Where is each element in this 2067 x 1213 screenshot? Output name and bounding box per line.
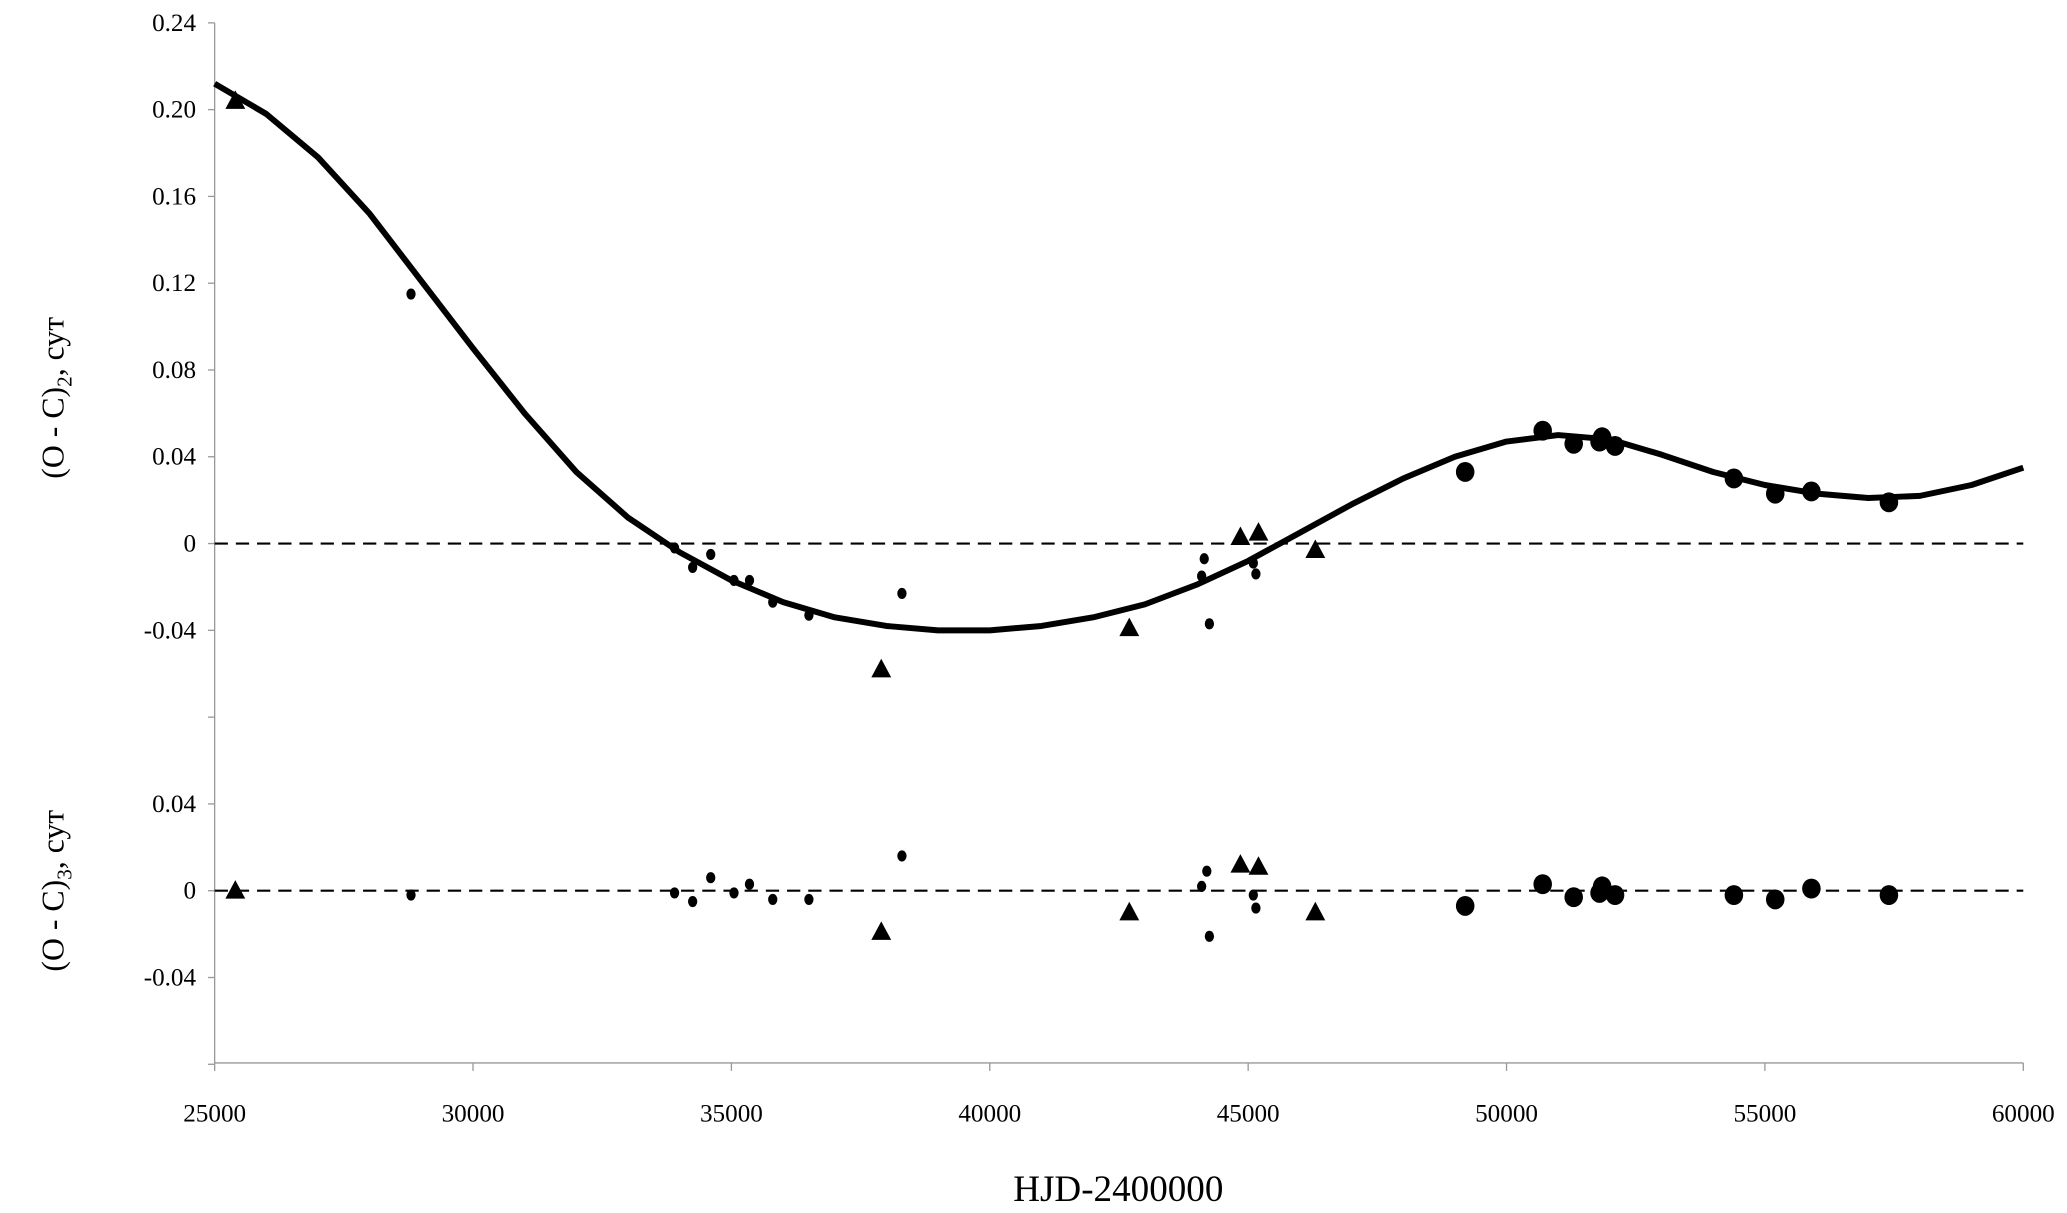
large-dot-point: [1724, 885, 1744, 905]
bottom-y-tick-label: -0.04: [144, 964, 197, 991]
small-dot-point: [729, 887, 739, 899]
small-dot-point: [804, 893, 814, 905]
triangle-point: [225, 90, 246, 109]
x-axis-label: HJD-2400000: [1013, 1169, 1223, 1210]
top-y-tick-label: 0.08: [152, 357, 196, 384]
large-dot-point: [1564, 887, 1583, 908]
bottom-y-tick-label: 0.04: [152, 791, 196, 818]
top-y-tick-label: -0.04: [144, 617, 197, 644]
fit-curve: [213, 81, 2025, 634]
large-dot-point: [1605, 885, 1625, 905]
small-dot-point: [768, 893, 778, 905]
axes: 0.24 0.20 0.16 0.12 0.08 0.04 0 -0.04 0.04 0 -0.04…: [144, 10, 2055, 1127]
small-dot-point: [744, 878, 755, 890]
small-dot-point: [406, 288, 416, 300]
marks: [213, 81, 2025, 942]
top-y-tick-label: 0.24: [152, 10, 196, 37]
top-y-tick-label: 0.16: [152, 183, 196, 210]
large-dot-point: [1802, 878, 1821, 899]
triangle-point: [1119, 901, 1140, 921]
top-y-axis-label: (O - C)2, сут: [36, 317, 77, 479]
triangle-point: [871, 921, 892, 940]
triangle-point: [1305, 901, 1326, 921]
x-tick-label: 40000: [958, 1100, 1021, 1127]
triangle-point: [1230, 526, 1251, 546]
small-dot-point: [897, 850, 907, 862]
triangle-point: [1119, 617, 1140, 637]
x-tick-label: 50000: [1475, 1100, 1538, 1127]
x-tick-label: 55000: [1733, 1100, 1796, 1127]
x-tick-label: 60000: [1992, 1100, 2055, 1127]
triangle-point: [1230, 854, 1251, 873]
small-dot-point: [706, 872, 716, 884]
triangle-point: [225, 880, 246, 899]
triangle-point: [1248, 522, 1269, 541]
small-dot-point: [744, 574, 755, 587]
top-y-tick-label: 0.20: [152, 97, 196, 124]
triangle-point: [1305, 539, 1326, 559]
small-dot-point: [1248, 889, 1258, 901]
top-y-tick-label: 0.04: [152, 444, 196, 471]
bottom-y-axis-label: (O - C)3, сут: [36, 810, 77, 972]
small-dot-point: [1251, 568, 1261, 580]
small-dot-point: [1204, 618, 1215, 630]
large-dot-point: [1879, 885, 1899, 905]
bottom-y-tick-label: 0: [184, 878, 197, 905]
small-dot-point: [706, 548, 716, 560]
x-tick-label: 25000: [183, 1100, 246, 1127]
small-dot-point: [1199, 553, 1209, 565]
small-dot-point: [688, 895, 698, 908]
large-dot-point: [1455, 895, 1475, 916]
large-dot-point: [1765, 889, 1785, 910]
x-tick-label: 30000: [442, 1100, 505, 1127]
large-dot-point: [1455, 462, 1475, 482]
small-dot-point: [1202, 865, 1212, 877]
triangle-point: [871, 658, 892, 678]
small-dot-point: [897, 587, 907, 600]
small-dot-point: [688, 561, 698, 573]
triangle-point: [1248, 856, 1269, 875]
small-dot-point: [1251, 902, 1261, 914]
x-tick-label: 45000: [1217, 1100, 1280, 1127]
large-dot-point: [1533, 874, 1552, 895]
small-dot-point: [669, 887, 680, 899]
top-y-tick-label: 0.12: [152, 270, 196, 297]
small-dot-point: [406, 889, 416, 901]
small-dot-point: [1204, 930, 1215, 942]
small-dot-point: [1197, 880, 1207, 892]
top-y-tick-label: 0: [184, 531, 197, 558]
x-tick-label: 35000: [700, 1100, 763, 1127]
